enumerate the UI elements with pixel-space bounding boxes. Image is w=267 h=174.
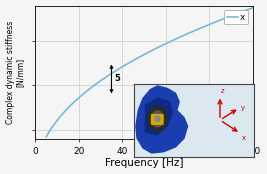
x bbox=[156, 46, 160, 49]
x bbox=[168, 41, 171, 43]
X-axis label: Frequency [Hz]: Frequency [Hz] bbox=[105, 159, 183, 168]
Text: y: y bbox=[241, 105, 245, 111]
Circle shape bbox=[155, 116, 160, 121]
Text: 5: 5 bbox=[114, 74, 120, 84]
x bbox=[45, 136, 48, 138]
x bbox=[246, 9, 249, 11]
Text: z: z bbox=[221, 89, 225, 94]
Polygon shape bbox=[146, 98, 172, 135]
x bbox=[251, 7, 254, 9]
Ellipse shape bbox=[152, 111, 163, 127]
Y-axis label: Complex dynamic stiffness
[N/mm]: Complex dynamic stiffness [N/mm] bbox=[6, 21, 25, 124]
Text: x: x bbox=[242, 135, 246, 141]
Ellipse shape bbox=[148, 107, 167, 131]
FancyBboxPatch shape bbox=[152, 114, 163, 124]
x bbox=[214, 21, 217, 23]
x bbox=[144, 53, 147, 55]
x bbox=[143, 53, 146, 56]
Line: x: x bbox=[46, 8, 253, 137]
Polygon shape bbox=[136, 86, 187, 153]
Legend: x: x bbox=[224, 10, 248, 25]
